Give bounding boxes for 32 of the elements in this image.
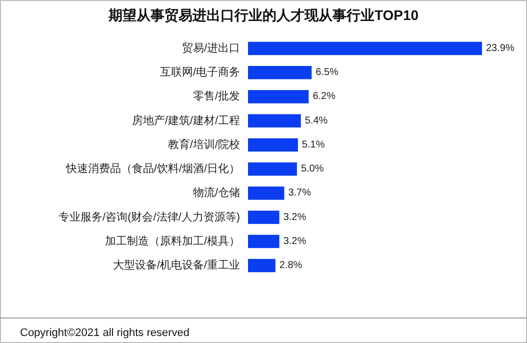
y-tick-label: 加工制造（原料加工/模具） [104,234,240,248]
y-tick-label: 大型设备/机电设备/重工业 [112,258,240,272]
data-label: 3.2% [283,236,306,247]
data-label: 6.2% [312,91,336,102]
y-tick-label: 房地产/建筑/建材/工程 [132,114,240,127]
bar [248,138,298,152]
y-tick-label: 教育/培训/院校 [168,138,240,151]
chart-title: 期望从事贸易进出口行业的人才现从事行业TOP10 [107,7,419,23]
data-label: 5.4% [304,115,328,126]
y-tick-label: 专业服务/咨询(财会/法律/人力资源等) [58,210,240,224]
y-tick-label: 零售/批发 [192,90,240,103]
bar [248,42,482,56]
bar [248,90,309,104]
y-tick-label: 快速消费品（食品/饮料/烟酒/日化） [64,162,240,176]
bar [248,162,297,176]
bar [248,258,276,272]
data-label: 3.7% [288,188,312,199]
data-label: 5.1% [302,139,325,150]
text: Copyright©2021 all rights reserved [20,327,190,339]
bar [248,114,301,128]
data-label: 5.0% [300,164,324,175]
bar [248,210,280,224]
data-label: 6.5% [316,67,339,78]
bar [248,234,280,248]
data-label: 3.2% [283,212,306,223]
y-tick-label: 贸易/进出口 [182,41,240,54]
data-label: 2.8% [279,260,302,272]
bar [248,186,284,200]
y-tick-label: 互联网/电子商务 [160,66,240,79]
data-label: 23.9% [486,42,514,54]
y-tick-label: 物流/仓储 [192,186,240,200]
bar [248,66,312,80]
